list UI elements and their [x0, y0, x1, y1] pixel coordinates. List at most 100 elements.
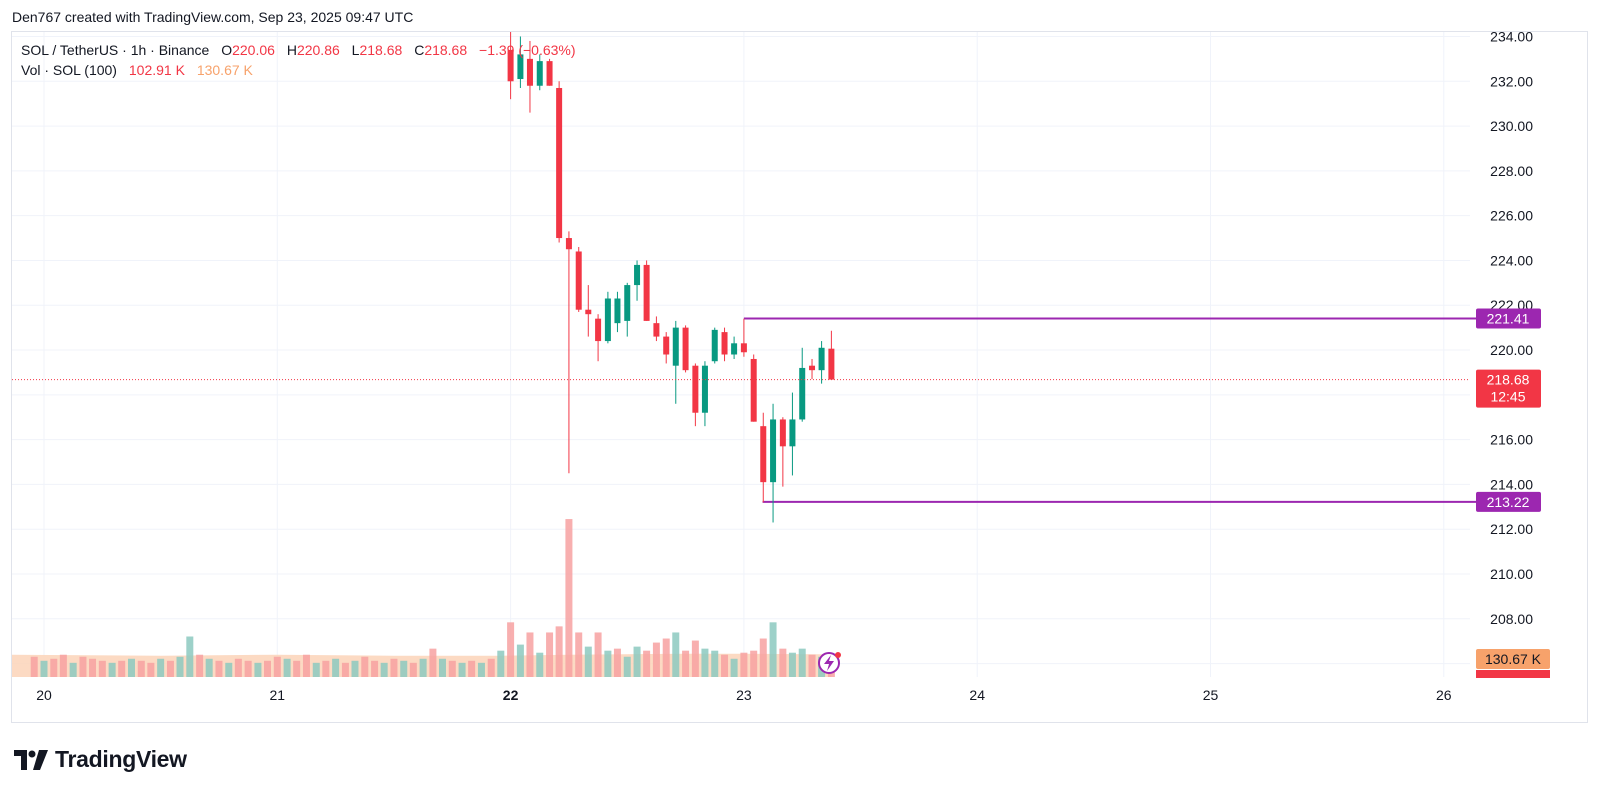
candle-body[interactable]: [721, 332, 728, 355]
volume-bar: [555, 626, 563, 677]
candle-body[interactable]: [585, 309, 592, 315]
x-tick-label: 20: [36, 687, 52, 703]
volume-bar: [361, 656, 369, 677]
candle-body[interactable]: [760, 426, 767, 483]
symbol-label[interactable]: SOL / TetherUS · 1h · Binance: [21, 42, 210, 58]
candle-body[interactable]: [634, 264, 641, 286]
volume-bar: [507, 622, 515, 677]
volume-bar: [98, 660, 106, 677]
volume-bar: [672, 632, 680, 677]
level-high-badge: 221.41: [1476, 308, 1541, 329]
candle-body[interactable]: [672, 327, 679, 366]
candle-body[interactable]: [740, 343, 747, 353]
volume-bar: [516, 644, 524, 677]
volume-bar: [59, 654, 67, 677]
volume-label[interactable]: Vol · SOL (100): [21, 62, 117, 78]
volume-bar: [419, 658, 427, 677]
y-axis[interactable]: 206.00208.00210.00212.00214.00216.00218.…: [1490, 28, 1533, 671]
volume-bar: [750, 650, 758, 677]
candle-body[interactable]: [789, 419, 796, 447]
volume-bar: [118, 660, 126, 677]
volume-bar: [69, 662, 77, 677]
candle-layer: [507, 32, 835, 523]
level-layer: [743, 317, 1476, 503]
candle-body[interactable]: [770, 419, 777, 483]
volume-bar: [264, 660, 272, 677]
candle-body[interactable]: [643, 264, 650, 321]
chart-frame: [11, 31, 1588, 723]
volume-bar: [409, 662, 417, 677]
volume-bar: [594, 632, 602, 677]
volume-bar: [711, 650, 719, 677]
candle-body[interactable]: [682, 327, 689, 371]
candle-body[interactable]: [779, 419, 786, 447]
candle-body[interactable]: [653, 323, 660, 337]
volume-bar: [273, 656, 281, 677]
volume-bar: [30, 656, 38, 677]
volume-bar: [633, 646, 641, 677]
candle-body[interactable]: [731, 343, 738, 355]
volume-bar: [565, 519, 573, 677]
candle-body[interactable]: [701, 365, 708, 413]
countdown-text: 12:45: [1490, 389, 1525, 405]
candle-body[interactable]: [809, 365, 816, 371]
volume-ma-value: 130.67 K: [196, 62, 253, 78]
volume-bar: [196, 654, 204, 677]
volume-bar: [652, 642, 660, 677]
volume-bar: [283, 658, 291, 677]
volume-bar: [779, 648, 787, 677]
candle-body[interactable]: [546, 61, 553, 86]
lightning-icon[interactable]: [818, 652, 841, 674]
y-tick-label: 220.00: [1490, 342, 1533, 358]
candle-body[interactable]: [711, 329, 718, 362]
x-axis[interactable]: 20 21 22 23 24 25 26: [36, 687, 1452, 703]
volume-layer: [12, 519, 835, 677]
candle-body[interactable]: [517, 54, 524, 80]
volume-bar: [176, 656, 184, 677]
candle-body[interactable]: [818, 347, 825, 371]
volume-bar: [390, 658, 398, 677]
candle-body[interactable]: [750, 358, 757, 422]
high-label: H: [286, 42, 297, 58]
candle-body[interactable]: [565, 238, 572, 250]
volume-bar: [808, 654, 816, 677]
candle-body[interactable]: [624, 285, 631, 321]
volume-bar: [769, 622, 777, 677]
candle-body[interactable]: [604, 298, 611, 342]
volume-bar: [584, 646, 592, 677]
volume-value: 102.91 K: [128, 62, 185, 78]
volume-bar: [137, 660, 145, 677]
tradingview-logo[interactable]: TradingView: [14, 746, 187, 773]
last-price-badge-text: 218.68: [1487, 372, 1530, 388]
volume-bar: [701, 648, 709, 677]
volume-bar: [400, 660, 408, 677]
candle-body[interactable]: [692, 365, 699, 413]
volume-bar: [312, 662, 320, 677]
candle-body[interactable]: [799, 367, 806, 420]
candle-body[interactable]: [526, 58, 533, 86]
volume-ma-badge: 130.67 K: [1476, 649, 1550, 669]
candle-body[interactable]: [614, 298, 621, 324]
volume-bar: [234, 658, 242, 677]
volume-bar: [186, 636, 194, 677]
candle-body[interactable]: [663, 336, 670, 355]
volume-bar: [643, 650, 651, 677]
volume-bar: [166, 660, 174, 677]
volume-bar: [536, 652, 544, 677]
candle-body[interactable]: [536, 61, 543, 86]
volume-bar: [225, 662, 233, 677]
volume-bar: [380, 662, 388, 677]
candle-body[interactable]: [556, 87, 563, 239]
volume-bar: [623, 656, 631, 677]
candle-body[interactable]: [595, 318, 602, 342]
candle-body[interactable]: [828, 348, 835, 380]
candle-body[interactable]: [575, 251, 582, 310]
volume-bar: [215, 660, 223, 677]
volume-bar: [429, 648, 437, 677]
grid: [12, 32, 1470, 677]
volume-bar: [575, 632, 583, 677]
x-tick-label: 22: [503, 687, 519, 703]
candle-body[interactable]: [507, 49, 514, 82]
volume-bar: [682, 650, 690, 677]
